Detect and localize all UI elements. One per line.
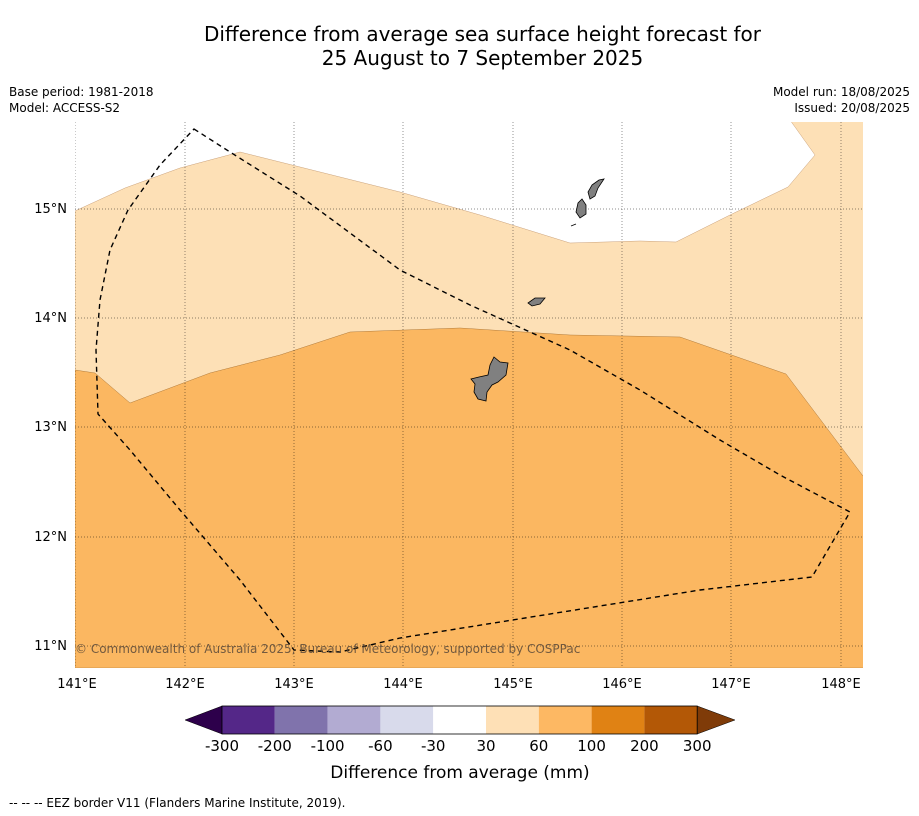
copyright-notice: © Commonwealth of Australia 2025, Bureau…: [75, 642, 580, 656]
map-plot-area: © Commonwealth of Australia 2025, Bureau…: [75, 122, 863, 668]
colorbar-swatch-5: [433, 706, 486, 734]
eez-footnote: -- -- -- EEZ border V11 (Flanders Marine…: [9, 796, 346, 810]
eez-border: [95, 128, 851, 653]
issued-date: Issued: 20/08/2025: [794, 101, 910, 115]
island-saipan: [587, 178, 605, 200]
lon-label-148e: 148°E: [821, 677, 861, 692]
colorbar-tick-6: 30: [476, 737, 495, 755]
title-line-2: 25 August to 7 September 2025: [321, 46, 644, 70]
lat-label-14n: 14°N: [34, 311, 67, 326]
colorbar-swatch-9: [644, 706, 698, 734]
colorbar-swatch-1: [222, 706, 275, 734]
lat-label-13n: 13°N: [34, 420, 67, 435]
lat-label-15n: 15°N: [34, 202, 67, 217]
colorbar-swatch-8: [591, 706, 645, 734]
gridlines: [75, 122, 863, 668]
title-line-1: Difference from average sea surface heig…: [203, 22, 762, 46]
colorbar-swatch-4: [380, 706, 434, 734]
chart-title: Difference from average sea surface heig…: [0, 22, 919, 70]
colorbar-under-arrow: [184, 705, 223, 735]
lon-label-143e: 143°E: [274, 677, 314, 692]
lat-label-12n: 12°N: [34, 530, 67, 545]
longitude-labels: 141°E 142°E 143°E 144°E 145°E 146°E 147°…: [57, 677, 861, 692]
colorbar-tick-4: -60: [368, 737, 393, 755]
lon-label-141e: 141°E: [57, 677, 97, 692]
colorbar-ticks: -300 -200 -100 -60 -30 30 60 100 200 300: [205, 737, 712, 755]
island-tinian: [575, 198, 587, 219]
colorbar-tick-8: 100: [577, 737, 606, 755]
colorbar-over-arrow: [696, 705, 736, 735]
colorbar-label: Difference from average (mm): [330, 763, 589, 783]
lat-label-11n: 11°N: [34, 639, 67, 654]
colorbar-tick-3: -100: [311, 737, 345, 755]
base-period: Base period: 1981-2018: [9, 85, 154, 99]
meta-left: Base period: 1981-2018 Model: ACCESS-S2: [9, 84, 154, 116]
latitude-labels: 15°N 14°N 13°N 12°N 11°N: [34, 202, 67, 654]
island-aguijan: [570, 223, 577, 227]
colorbar-tick-7: 60: [529, 737, 548, 755]
model-name: Model: ACCESS-S2: [9, 101, 121, 115]
lon-label-144e: 144°E: [383, 677, 423, 692]
map-figure: © Commonwealth of Australia 2025, Bureau…: [34, 122, 863, 783]
colorbar-tick-2: -200: [258, 737, 292, 755]
band-60-100-region: [75, 327, 863, 668]
colorbar-swatch-2: [274, 706, 328, 734]
lon-label-145e: 145°E: [493, 677, 533, 692]
island-guam: [470, 356, 509, 402]
lon-label-146e: 146°E: [602, 677, 642, 692]
colorbar-tick-9: 200: [630, 737, 659, 755]
colorbar-tick-10: 300: [683, 737, 712, 755]
lon-label-147e: 147°E: [711, 677, 751, 692]
lon-label-142e: 142°E: [165, 677, 205, 692]
colorbar: -300 -200 -100 -60 -30 30 60 100 200 300…: [184, 705, 736, 783]
model-run: Model run: 18/08/2025: [772, 85, 910, 99]
colorbar-tick-1: -300: [205, 737, 239, 755]
colorbar-swatch-6: [486, 706, 539, 734]
colorbar-outline: [221, 705, 698, 735]
meta-right: Model run: 18/08/2025 Issued: 20/08/2025: [773, 84, 910, 116]
colorbar-swatch-3: [327, 706, 381, 734]
island-rota: [527, 297, 546, 307]
colorbar-swatch-7: [538, 706, 592, 734]
islands: [470, 178, 605, 402]
colorbar-tick-5: -30: [421, 737, 446, 755]
